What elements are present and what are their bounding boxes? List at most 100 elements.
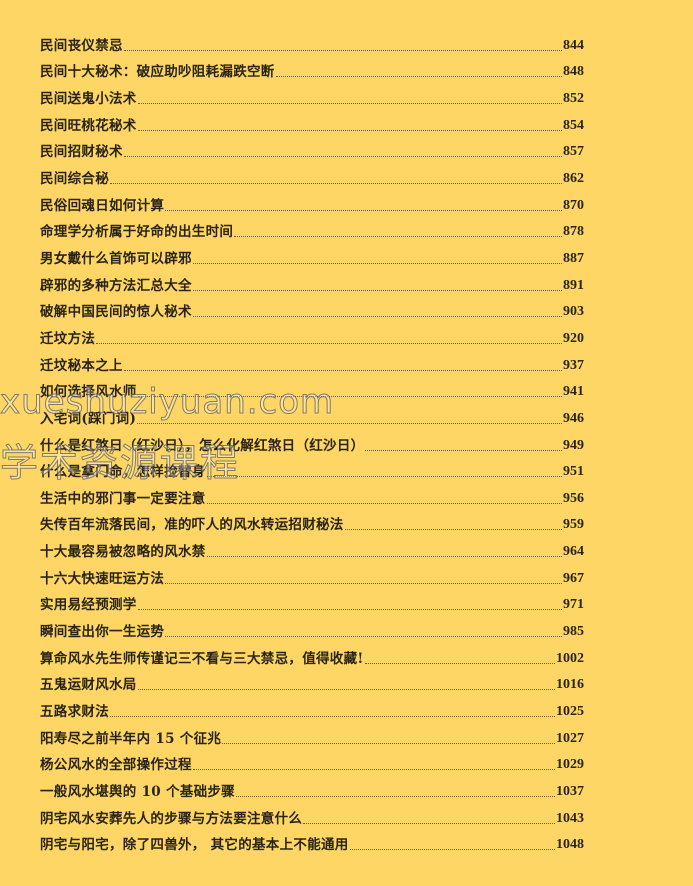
dot-leader bbox=[137, 129, 562, 131]
toc-entry-page: 946 bbox=[563, 410, 584, 426]
toc-entry[interactable]: 杨公风水的全部操作过程 1029 bbox=[40, 748, 584, 775]
toc-entry-page: 956 bbox=[563, 490, 584, 506]
toc-entry[interactable]: 失传百年流落民间，准的吓人的风水转运招财秘法 959 bbox=[40, 508, 584, 535]
toc-entry-title: 迁坟秘本之上 bbox=[40, 357, 123, 374]
toc-entry[interactable]: 民间丧仪禁忌 844 bbox=[40, 28, 584, 55]
dot-leader bbox=[123, 156, 562, 158]
dot-leader bbox=[192, 262, 562, 264]
table-of-contents: 民间丧仪禁忌 844 民间十大秘术：破应助吵阻耗漏跌空断 848 民间送鬼小法术 852 民… bbox=[40, 28, 584, 854]
toc-entry-title: 民间丧仪禁忌 bbox=[40, 37, 123, 54]
toc-entry-page: 971 bbox=[563, 597, 584, 613]
dot-leader bbox=[137, 396, 562, 398]
toc-entry[interactable]: 民间送鬼小法术 852 bbox=[40, 81, 584, 108]
toc-entry-title: 民间送鬼小法术 bbox=[40, 90, 137, 107]
toc-entry-page: 920 bbox=[563, 330, 584, 346]
dot-leader bbox=[234, 236, 562, 238]
toc-entry[interactable]: 男女戴什么首饰可以辟邪 887 bbox=[40, 241, 584, 268]
toc-entry-title: 十大最容易被忽略的风水禁 bbox=[40, 544, 206, 561]
toc-entry-title: 民间招财秘术 bbox=[40, 144, 123, 161]
dot-leader bbox=[137, 689, 555, 691]
dot-leader bbox=[110, 716, 555, 718]
toc-entry-page: 1029 bbox=[556, 757, 584, 773]
toc-entry[interactable]: 阴宅风水安葬先人的步骤与方法要注意什么 1043 bbox=[40, 801, 584, 828]
toc-entry[interactable]: 阳寿尽之前半年内 15 个征兆 1027 bbox=[40, 721, 584, 748]
toc-entry[interactable]: 破解中国民间的惊人秘术 903 bbox=[40, 295, 584, 322]
toc-entry[interactable]: 什么是拿门命，怎样捡替身 951 bbox=[40, 455, 584, 482]
toc-entry-page: 937 bbox=[563, 357, 584, 373]
toc-entry[interactable]: 入宅词(踩门词) 946 bbox=[40, 401, 584, 428]
toc-entry-title: 民间综合秘 bbox=[40, 170, 109, 187]
dot-leader bbox=[165, 636, 562, 638]
toc-entry[interactable]: 民俗回魂日如何计算 870 bbox=[40, 188, 584, 215]
dot-leader bbox=[165, 582, 562, 584]
toc-entry-title: 民间旺桃花秘术 bbox=[40, 117, 137, 134]
toc-entry-title: 五鬼运财风水局 bbox=[40, 677, 137, 694]
toc-entry-title: 破解中国民间的惊人秘术 bbox=[40, 304, 192, 321]
dot-leader bbox=[96, 342, 562, 344]
toc-entry-title: 生活中的邪门事一定要注意 bbox=[40, 490, 206, 507]
toc-entry-page: 852 bbox=[563, 90, 584, 106]
dot-leader bbox=[137, 102, 562, 104]
toc-entry-page: 1025 bbox=[556, 704, 584, 720]
toc-entry[interactable]: 辟邪的多种方法汇总大全 891 bbox=[40, 268, 584, 295]
dot-leader bbox=[222, 742, 555, 744]
toc-entry-title: 算命风水先生师传谨记三不看与三大禁忌，值得收藏! bbox=[40, 650, 364, 667]
toc-entry-title: 男女戴什么首饰可以辟邪 bbox=[40, 250, 192, 267]
toc-entry-page: 1002 bbox=[556, 650, 584, 666]
toc-entry[interactable]: 十六大快速旺运方法 967 bbox=[40, 561, 584, 588]
dot-leader bbox=[206, 502, 562, 504]
dot-leader bbox=[110, 182, 562, 184]
toc-entry[interactable]: 一般风水堪舆的 10 个基础步骤 1037 bbox=[40, 774, 584, 801]
toc-entry[interactable]: 如何选择风水师 941 bbox=[40, 375, 584, 402]
toc-entry[interactable]: 五鬼运财风水局 1016 bbox=[40, 668, 584, 695]
toc-entry[interactable]: 什么是红煞日（红沙日），怎么化解红煞日（红沙日） 949 bbox=[40, 428, 584, 455]
toc-entry-title: 辟邪的多种方法汇总大全 bbox=[40, 277, 192, 294]
toc-entry-page: 1043 bbox=[556, 810, 584, 826]
toc-entry-page: 903 bbox=[563, 304, 584, 320]
toc-entry[interactable]: 民间招财秘术 857 bbox=[40, 135, 584, 162]
toc-entry[interactable]: 迁坟方法 920 bbox=[40, 321, 584, 348]
toc-entry-title: 迁坟方法 bbox=[40, 330, 96, 347]
toc-entry-page: 1037 bbox=[556, 784, 584, 800]
toc-entry-page: 985 bbox=[563, 624, 584, 640]
toc-entry[interactable]: 十大最容易被忽略的风水禁 964 bbox=[40, 534, 584, 561]
dot-leader bbox=[275, 76, 562, 78]
dot-leader bbox=[192, 316, 562, 318]
toc-entry-title: 一般风水堪舆的 10 个基础步骤 bbox=[40, 784, 235, 801]
toc-entry-page: 1016 bbox=[556, 677, 584, 693]
dot-leader bbox=[349, 849, 555, 851]
toc-entry-page: 951 bbox=[563, 464, 584, 480]
dot-leader bbox=[206, 556, 562, 558]
toc-entry[interactable]: 五路求财法 1025 bbox=[40, 694, 584, 721]
dot-leader bbox=[165, 209, 562, 211]
toc-entry-page: 878 bbox=[563, 224, 584, 240]
toc-entry-title: 失传百年流落民间，准的吓人的风水转运招财秘法 bbox=[40, 517, 344, 534]
toc-entry[interactable]: 生活中的邪门事一定要注意 956 bbox=[40, 481, 584, 508]
toc-entry-page: 891 bbox=[563, 277, 584, 293]
toc-entry[interactable]: 算命风水先生师传谨记三不看与三大禁忌，值得收藏! 1002 bbox=[40, 641, 584, 668]
dot-leader bbox=[123, 369, 562, 371]
toc-entry-title: 什么是红煞日（红沙日），怎么化解红煞日（红沙日） bbox=[40, 437, 365, 454]
toc-entry[interactable]: 命理学分析属于好命的出生时间 878 bbox=[40, 215, 584, 242]
toc-entry-page: 844 bbox=[563, 37, 584, 53]
toc-entry-title: 民间十大秘术：破应助吵阻耗漏跌空断 bbox=[40, 64, 275, 81]
dot-leader bbox=[206, 476, 562, 478]
toc-entry-title: 阳寿尽之前半年内 15 个征兆 bbox=[40, 730, 222, 747]
toc-entry[interactable]: 民间旺桃花秘术 854 bbox=[40, 108, 584, 135]
dot-leader bbox=[137, 422, 562, 424]
toc-entry-title: 如何选择风水师 bbox=[40, 384, 137, 401]
toc-entry[interactable]: 瞬间查出你一生运势 985 bbox=[40, 614, 584, 641]
dot-leader bbox=[123, 49, 562, 51]
toc-entry-title: 五路求财法 bbox=[40, 704, 109, 721]
toc-entry-title: 杨公风水的全部操作过程 bbox=[40, 757, 192, 774]
toc-entry[interactable]: 迁坟秘本之上 937 bbox=[40, 348, 584, 375]
toc-entry-page: 941 bbox=[563, 384, 584, 400]
toc-entry[interactable]: 实用易经预测学 971 bbox=[40, 588, 584, 615]
toc-entry[interactable]: 阴宅与阳宅，除了四兽外， 其它的基本上不能通用 1048 bbox=[40, 828, 584, 855]
toc-entry-page: 959 bbox=[563, 517, 584, 533]
dot-leader bbox=[303, 822, 555, 824]
toc-entry[interactable]: 民间综合秘 862 bbox=[40, 161, 584, 188]
toc-entry[interactable]: 民间十大秘术：破应助吵阻耗漏跌空断 848 bbox=[40, 55, 584, 82]
dot-leader bbox=[365, 449, 562, 451]
toc-entry-page: 870 bbox=[563, 197, 584, 213]
